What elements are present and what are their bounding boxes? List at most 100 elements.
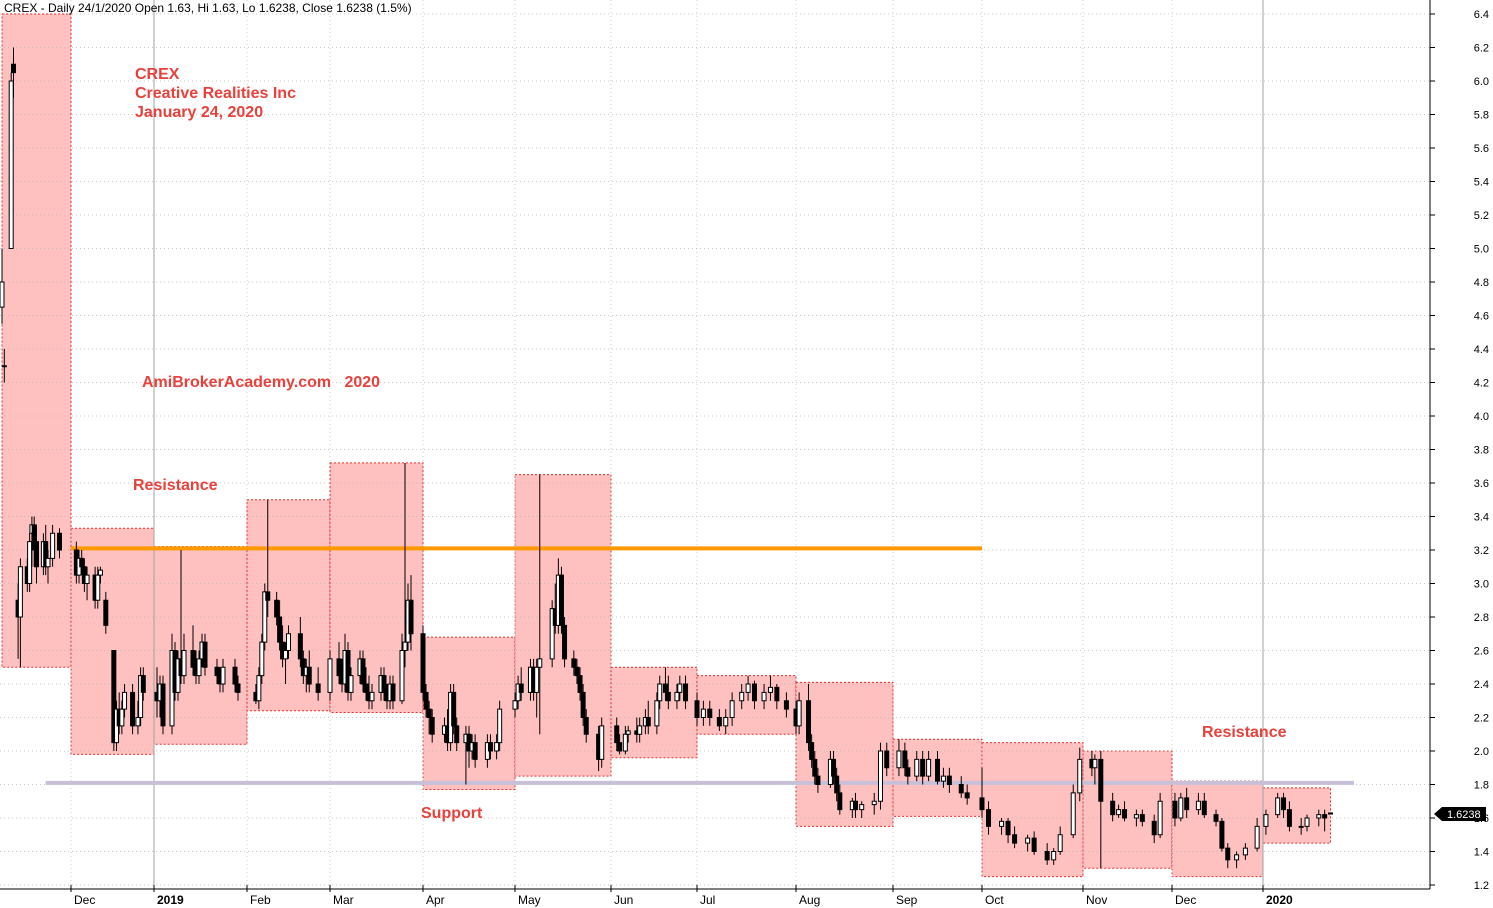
y-tick-label-11: 3.4 [1474,512,1489,524]
candle-body [694,700,700,718]
candle-194 [1116,804,1122,818]
candle-body [363,683,369,693]
candle-159 [834,767,840,802]
x-tick-label-4: Apr [426,893,445,907]
candle-body [935,758,940,782]
candle-body [1077,758,1083,794]
candle-211 [1263,809,1269,835]
candle-body [1195,800,1201,811]
candle-72 [348,667,354,701]
candle-10 [34,524,39,584]
candle-body [761,691,767,702]
candle-body [1098,758,1104,802]
candle-body [1201,800,1207,816]
candle-71 [345,642,351,701]
candle-152 [796,692,802,735]
candle-body [84,574,90,584]
candle-body [122,691,128,710]
candle-body [34,541,39,568]
candle-body [399,650,405,702]
candle-body [809,742,815,760]
candle-body [871,800,877,806]
candle-158 [831,751,837,785]
y-tick-label-4: 2.0 [1474,746,1489,758]
candle-body [345,650,351,693]
candle-135 [674,684,680,710]
candle-219 [1328,812,1334,815]
candle-195 [1122,801,1128,822]
candle-body [729,700,735,718]
candle-body [534,666,540,693]
y-tick-label-5: 2.2 [1474,713,1489,725]
candle-body [454,725,460,744]
candle-29 [122,684,128,718]
candle-body [306,666,312,685]
candle-134 [665,675,671,710]
candle-body [1286,809,1292,827]
candle-99 [472,734,478,768]
y-tick-label-20: 5.2 [1474,210,1489,222]
candle-body [103,599,109,626]
candle-49 [220,658,226,693]
y-tick-label-3: 1.8 [1474,780,1489,792]
candle-214 [1286,801,1292,832]
candle-1 [1,349,7,383]
candle-119 [580,684,586,726]
candle-body [0,281,5,308]
candle-body [896,750,902,769]
y-tick-label-18: 4.8 [1474,277,1489,289]
candle-body [135,717,141,727]
candle-162 [852,792,858,818]
candle-body [348,675,354,693]
candle-body [1172,800,1178,819]
candle-79 [381,667,387,701]
candle-32 [138,667,144,726]
candle-body [662,683,668,693]
candle-201 [1178,792,1184,822]
candle-body [796,700,802,727]
candle-55 [262,583,268,651]
candle-body [1051,851,1057,861]
y-tick-label-8: 2.8 [1474,612,1489,624]
candle-body [859,804,865,811]
annotation-company: Creative Realities Inc [135,85,296,102]
y-tick-label-6: 2.4 [1474,679,1489,691]
y-tick-label-12: 3.6 [1474,478,1489,490]
candle-123 [614,717,620,751]
candle-body [580,691,586,718]
candle-body [286,633,291,651]
candle-body [852,800,858,811]
candle-185 [1044,843,1050,865]
x-tick-label-10: Oct [985,893,1004,907]
candle-body [402,641,408,651]
candle-160 [837,784,843,815]
candle-116 [571,650,577,676]
y-tick-label-9: 3.0 [1474,579,1489,591]
candle-body [1281,797,1287,811]
candle-body [1322,814,1328,819]
candle-15 [57,528,62,559]
candle-170 [914,751,920,782]
candle-184 [1031,831,1037,855]
candle-86 [408,575,414,651]
candle-28 [119,700,125,735]
y-tick-label-24: 6.0 [1474,76,1489,88]
candle-128 [637,717,643,743]
candle-body [277,616,283,643]
candle-body [1213,814,1219,822]
candle-124 [617,734,623,755]
candle-142 [723,709,729,735]
x-tick-label-0: Dec [74,893,95,907]
candle-150 [783,692,789,718]
candle-102 [494,734,500,760]
candle-body [574,666,580,677]
monthly-range-box-13 [1171,780,1264,878]
candle-212 [1275,792,1281,818]
candle-body [700,708,706,718]
candle-body [140,675,146,693]
candle-body [716,717,722,727]
candle-181 [1005,818,1011,844]
candle-body [426,708,432,718]
candle-body [1031,837,1037,852]
candle-body [8,80,14,249]
